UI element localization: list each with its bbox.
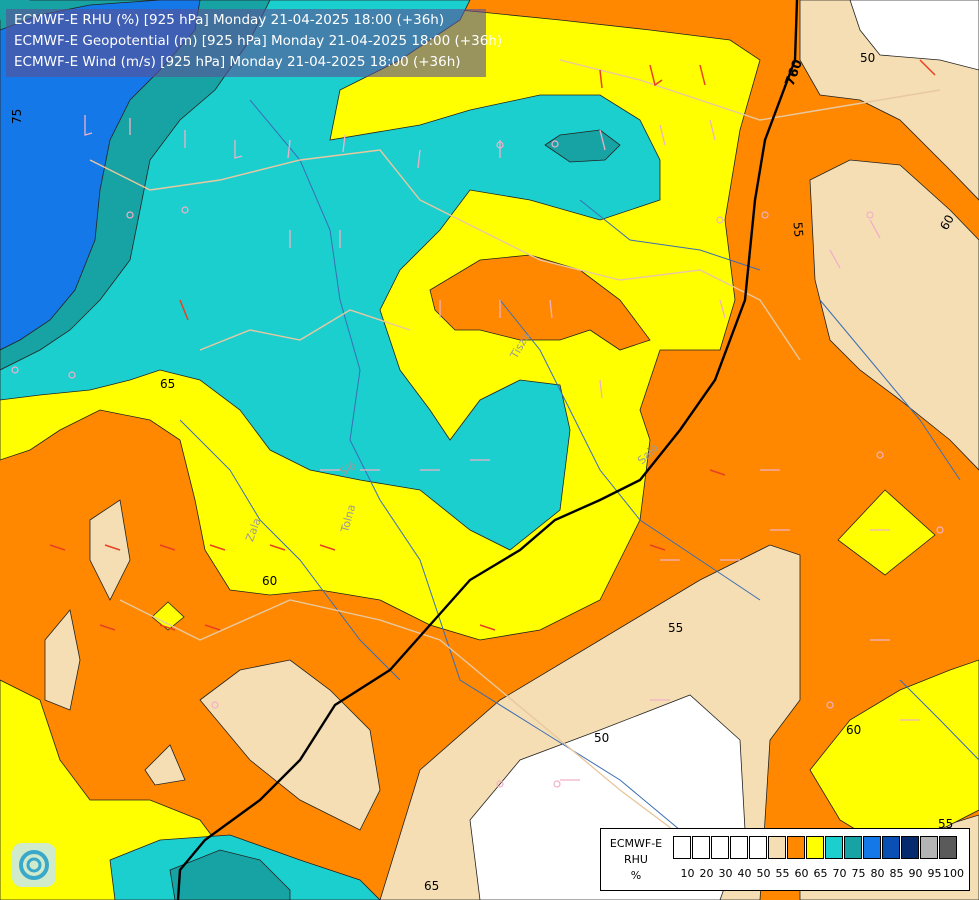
label-55-s: 55 [668, 621, 683, 635]
legend-tick-70: 70 [832, 867, 847, 880]
legend-tick-30: 30 [718, 867, 733, 880]
label-55-e: 55 [791, 221, 806, 237]
legend-tick-95: 95 [927, 867, 942, 880]
legend-box-55 [768, 836, 786, 859]
legend-variable: RHU [624, 853, 648, 866]
header-rhu-line: ECMWF-E RHU (%) [925 hPa] Monday 21-04-2… [14, 12, 445, 28]
map-header: ECMWF-E RHU (%) [925 hPa] Monday 21-04-2… [6, 9, 502, 77]
legend-box-70 [825, 836, 843, 859]
legend-tick-80: 80 [870, 867, 885, 880]
rhu-below-50-area-ne [849, 0, 979, 71]
legend-tick-100: 100 [943, 867, 964, 880]
legend-box-85 [882, 836, 900, 859]
label-55-se: 55 [938, 817, 953, 831]
legend-tick-75: 75 [851, 867, 866, 880]
rhu-legend: ECMWF-E RHU % 10 20 30 40 50 55 60 65 70 75 80 85 90… [600, 828, 970, 891]
legend-tick-55: 55 [775, 867, 790, 880]
legend-box-75 [844, 836, 862, 859]
calm-markers [11, 140, 944, 788]
legend-tick-90: 90 [908, 867, 923, 880]
legend-box-30 [711, 836, 729, 859]
label-65-w: 65 [160, 377, 175, 391]
legend-tick-10: 10 [680, 867, 695, 880]
label-65-s: 65 [424, 879, 439, 893]
label-75: 75 [10, 109, 24, 124]
legend-tick-40: 40 [737, 867, 752, 880]
label-50-ne: 50 [860, 51, 875, 65]
legend-tick-85: 85 [889, 867, 904, 880]
rivers [179, 99, 979, 831]
rhu-75-area [0, 0, 201, 351]
legend-box-95 [920, 836, 938, 859]
legend-tick-50: 50 [756, 867, 771, 880]
wind-barbs [84, 115, 920, 781]
legend-tick-60: 60 [794, 867, 809, 880]
wind-barbs-strong [49, 59, 936, 631]
label-60-se: 60 [846, 723, 861, 737]
header-geopotential-line: ECMWF-E Geopotential (m) [925 hPa] Monda… [14, 33, 503, 49]
legend-box-50 [749, 836, 767, 859]
contour-labels: 760 50 50 55 55 55 60 60 60 65 65 75 [10, 51, 957, 893]
legend-box-100 [939, 836, 957, 859]
legend-model: ECMWF-E [609, 837, 663, 850]
legend-tick-65: 65 [813, 867, 828, 880]
legend-tick-20: 20 [699, 867, 714, 880]
legend-box-90 [901, 836, 919, 859]
legend-box-20 [692, 836, 710, 859]
borders [89, 59, 941, 851]
legend-unit: % [630, 869, 642, 882]
legend-title: ECMWF-E RHU % [605, 836, 667, 884]
legend-box-65 [806, 836, 824, 859]
geopotential-760-contour [176, 0, 799, 900]
legend-box-60 [787, 836, 805, 859]
header-wind-line: ECMWF-E Wind (m/s) [925 hPa] Monday 21-0… [14, 54, 461, 70]
label-50-s: 50 [594, 731, 609, 745]
legend-box-40 [730, 836, 748, 859]
rhu-55-island [429, 254, 651, 351]
provider-logo [12, 843, 56, 887]
legend-box-80 [863, 836, 881, 859]
label-60-w: 60 [262, 574, 277, 588]
label-60-e: 60 [937, 212, 957, 232]
legend-box-10 [673, 836, 691, 859]
